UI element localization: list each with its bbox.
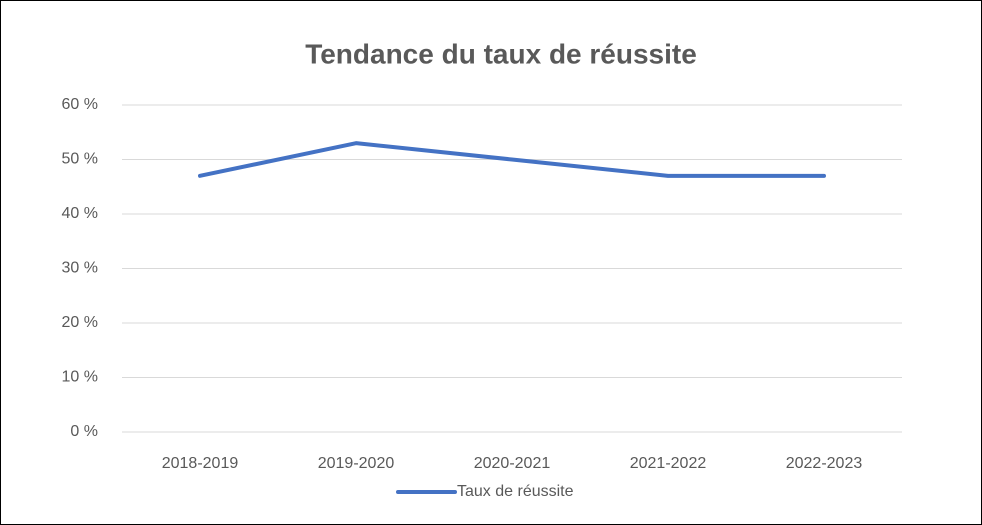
y-tick-label: 30 % (62, 260, 98, 277)
x-tick-label: 2019-2020 (318, 455, 395, 472)
y-tick-label: 10 % (62, 369, 98, 386)
y-tick-label: 20 % (62, 314, 98, 331)
y-tick-label: 60 % (62, 96, 98, 113)
x-tick-label: 2020-2021 (474, 455, 551, 472)
x-tick-label: 2021-2022 (630, 455, 707, 472)
legend-label: Taux de réussite (457, 483, 574, 500)
y-tick-label: 50 % (62, 151, 98, 168)
line-series (198, 141, 826, 178)
x-tick-label: 2018-2019 (162, 455, 239, 472)
chart-title: Tendance du taux de réussite (305, 38, 697, 69)
x-tick-label: 2022-2023 (786, 455, 863, 472)
y-tick-label: 40 % (62, 205, 98, 222)
y-tick-label: 0 % (70, 423, 98, 440)
